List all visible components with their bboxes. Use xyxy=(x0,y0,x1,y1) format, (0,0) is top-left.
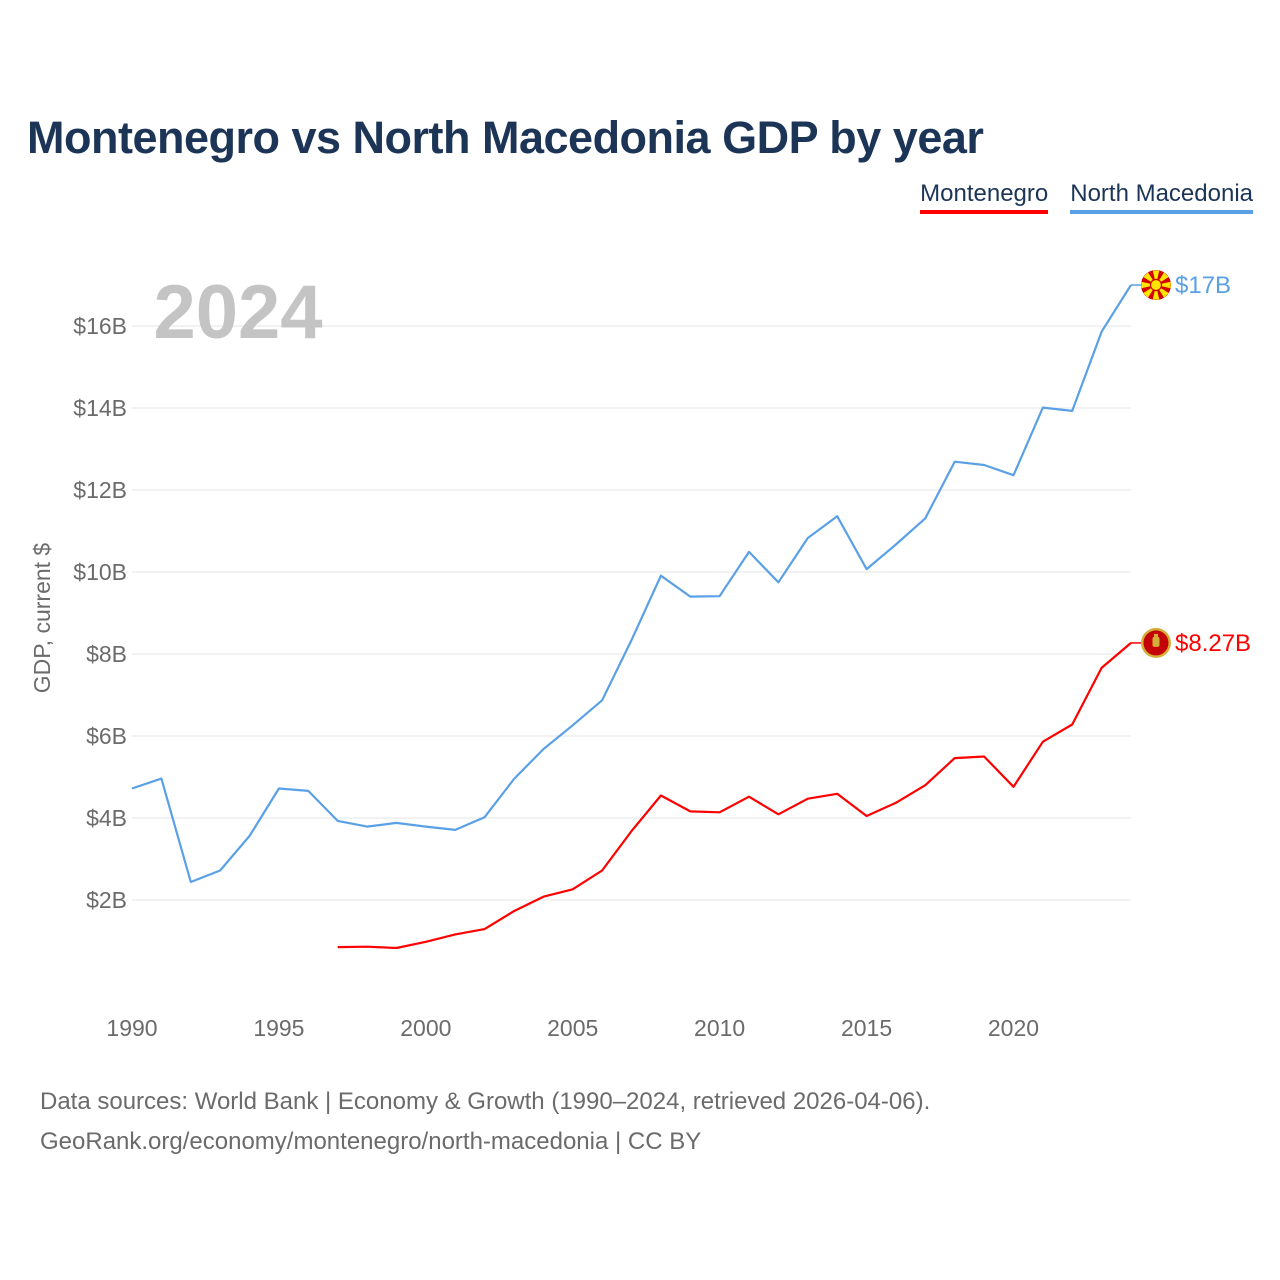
y-tick-label: $14B xyxy=(73,395,127,421)
gridlines xyxy=(132,325,1131,901)
flag-crown xyxy=(1154,633,1158,637)
y-tick-label: $10B xyxy=(73,559,127,585)
y-tick-label: $2B xyxy=(86,887,127,913)
end-value-label-montenegro: $8.27B xyxy=(1175,630,1251,657)
x-axis-ticks: 1990 1995 2000 2005 2010 2015 2020 xyxy=(106,1015,1039,1041)
flag-sun xyxy=(1149,278,1163,292)
montenegro-flag-icon xyxy=(1141,627,1171,658)
source-link[interactable]: GeoRank.org/economy/montenegro/north-mac… xyxy=(40,1128,702,1155)
y-tick-label: $6B xyxy=(86,723,127,749)
series-lines xyxy=(131,284,1132,950)
x-tick-label: 2005 xyxy=(547,1015,598,1041)
flag-emblem xyxy=(1152,636,1160,647)
legend: Montenegro North Macedonia xyxy=(920,180,1253,214)
y-tick-label: $16B xyxy=(73,313,127,339)
flag-ray xyxy=(1156,281,1171,289)
year-watermark: 2024 xyxy=(153,270,322,355)
series-line-north-macedonia xyxy=(131,284,1132,884)
x-tick-label: 2015 xyxy=(841,1015,892,1041)
flag-ray xyxy=(1152,285,1160,300)
chart-title: Montenegro vs North Macedonia GDP by yea… xyxy=(27,112,984,163)
y-axis-ticks: $2B $4B $6B $8B $10B $12B $14B $16B xyxy=(73,313,127,913)
flag-ray xyxy=(1141,281,1156,289)
series-line-montenegro xyxy=(337,642,1132,950)
north-macedonia-flag-icon xyxy=(1141,270,1171,300)
source-note: Data sources: World Bank | Economy & Gro… xyxy=(40,1088,931,1115)
y-axis-label: GDP, current $ xyxy=(29,543,55,694)
series-end-markers: $8.27B $17B xyxy=(1131,270,1251,658)
x-tick-label: 1995 xyxy=(253,1015,304,1041)
y-tick-label: $8B xyxy=(86,641,127,667)
x-tick-label: 1990 xyxy=(106,1015,157,1041)
legend-item-montenegro[interactable]: Montenegro xyxy=(920,180,1049,214)
x-tick-label: 2000 xyxy=(400,1015,451,1041)
gdp-line-chart: $2B $4B $6B $8B $10B $12B $14B $16B 1990 1995 200… xyxy=(29,270,1251,1041)
footer: Data sources: World Bank | Economy & Gro… xyxy=(40,1082,930,1162)
flag-ray xyxy=(1152,270,1160,285)
y-tick-label: $4B xyxy=(86,805,127,831)
y-tick-label: $12B xyxy=(73,477,127,503)
x-tick-label: 2010 xyxy=(694,1015,745,1041)
x-tick-label: 2020 xyxy=(988,1015,1039,1041)
legend-item-north-macedonia[interactable]: North Macedonia xyxy=(1070,180,1253,214)
end-value-label-north-macedonia: $17B xyxy=(1175,272,1231,299)
